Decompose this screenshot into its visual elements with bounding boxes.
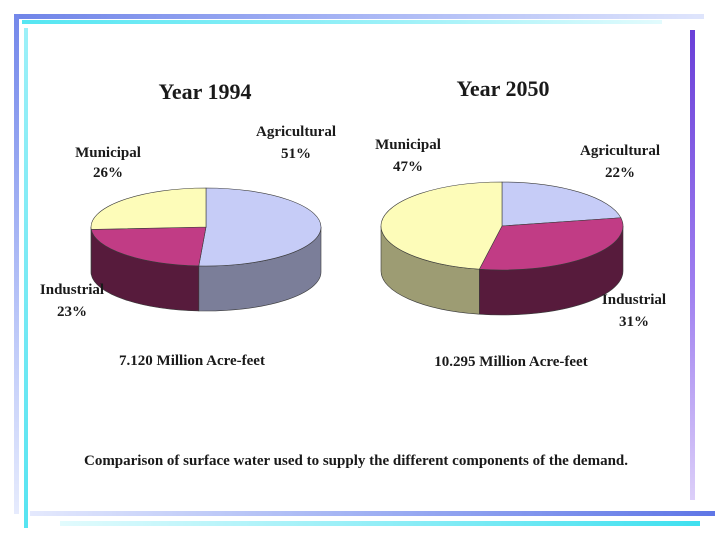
slice-name-municipal-1994: Municipal	[75, 145, 141, 161]
decorative-bar-top-cyan	[22, 20, 662, 24]
slice-name-industrial-2050: Industrial	[602, 292, 666, 308]
pie-slice-industrial	[478, 217, 624, 271]
slice-pct-agricultural-1994: 51%	[281, 146, 311, 162]
decorative-bar-bottom-cyan	[60, 521, 700, 526]
slice-name-municipal-2050: Municipal	[375, 137, 441, 153]
pie-slice-industrial	[90, 226, 207, 267]
decorative-bar-top-blue	[14, 14, 704, 19]
pie-slice-agricultural	[198, 187, 322, 267]
slice-name-agricultural-2050: Agricultural	[580, 143, 660, 159]
slice-pct-municipal-1994: 26%	[93, 165, 123, 181]
pie-chart-2050: Year 2050 Municipal 47% Agricultural 22%…	[375, 76, 666, 370]
slice-name-industrial-1994: Industrial	[40, 282, 104, 298]
slice-pct-industrial-1994: 23%	[57, 304, 87, 320]
decorative-bar-right-purple	[690, 30, 695, 500]
figure-caption: Comparison of surface water used to supp…	[84, 453, 628, 469]
total-label-1994: 7.120 Million Acre-feet	[119, 353, 265, 369]
chart-title-1994: Year 1994	[158, 79, 251, 104]
slice-pct-agricultural-2050: 22%	[605, 165, 635, 181]
decorative-bar-bottom-blue	[30, 511, 715, 516]
chart-title-2050: Year 2050	[456, 76, 549, 101]
slice-pct-industrial-2050: 31%	[619, 314, 649, 330]
decorative-bar-left-cyan	[24, 28, 28, 528]
pie-1994-slices	[90, 187, 322, 312]
pie-slice-municipal	[90, 187, 207, 230]
pie-2050-slices	[380, 181, 624, 316]
slice-pct-municipal-2050: 47%	[393, 159, 423, 175]
pie-slice-agricultural	[501, 181, 622, 227]
pie-chart-1994: Year 1994 Municipal 26% Agricultural 51%…	[40, 79, 336, 369]
total-label-2050: 10.295 Million Acre-feet	[434, 354, 587, 370]
pie-slice-municipal	[380, 181, 503, 270]
slice-name-agricultural-1994: Agricultural	[256, 124, 336, 140]
decorative-bar-left-blue	[14, 14, 19, 514]
